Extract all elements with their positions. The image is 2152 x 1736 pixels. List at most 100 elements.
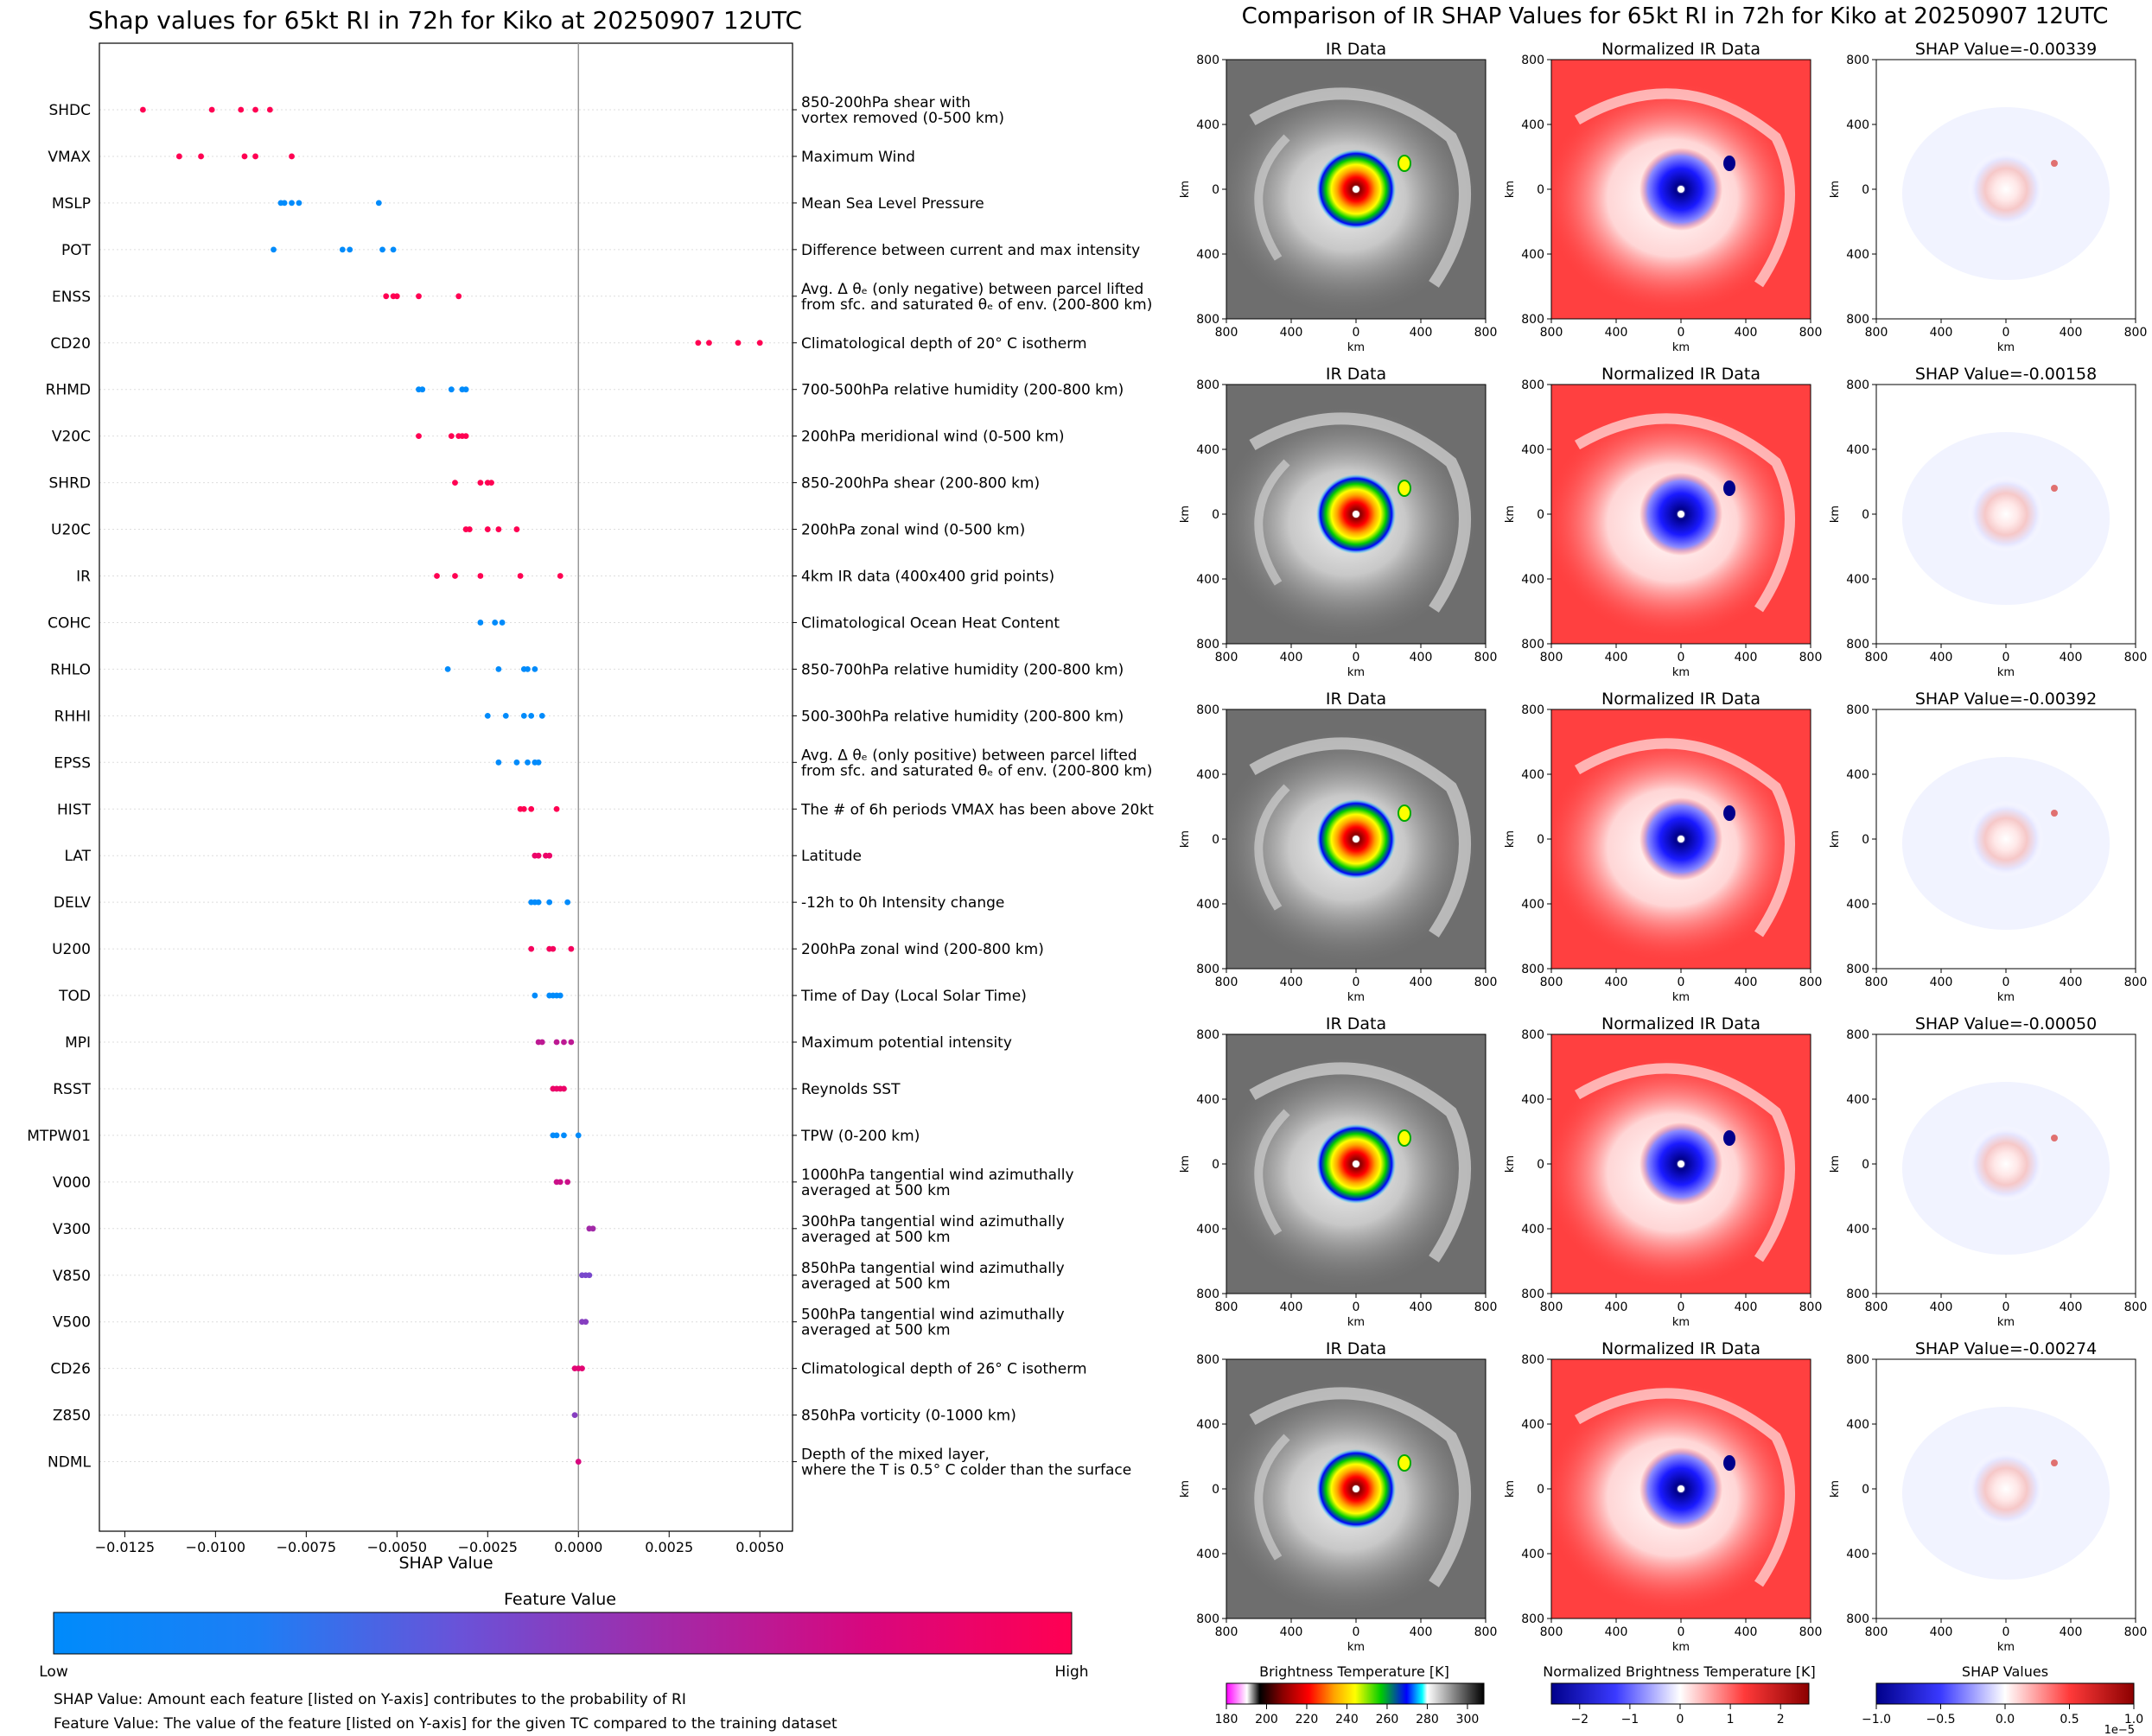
feature-label: EPSS xyxy=(54,754,91,772)
x-tick-label: 0 xyxy=(1678,976,1685,989)
feature-label: DELV xyxy=(54,894,91,912)
shap-point xyxy=(756,340,763,347)
y-tick-label: 400 xyxy=(1521,1223,1544,1237)
x-tick-label: 0.0025 xyxy=(645,1539,693,1555)
shap-points xyxy=(139,106,763,1465)
note-shap-value: SHAP Value: Amount each feature [listed … xyxy=(54,1691,686,1708)
feature-label: POT xyxy=(61,242,92,259)
feature-label: V000 xyxy=(53,1174,91,1192)
shap-colorbar-title: SHAP Values xyxy=(1962,1663,2048,1680)
y-tick-label: 400 xyxy=(1196,118,1219,132)
feature-description: 300hPa tangential wind azimuthally xyxy=(801,1213,1065,1230)
y-tick-label: 800 xyxy=(1521,378,1544,392)
y-tick-label: 800 xyxy=(1521,1612,1544,1626)
shap-point xyxy=(502,712,509,719)
shap-point xyxy=(393,293,400,300)
shap-point xyxy=(535,852,542,859)
ir-colorbar-ticks: 180 200 220 240 260 280 300 xyxy=(1215,1704,1479,1726)
feature-description: averaged at 500 km xyxy=(801,1322,951,1339)
y-tick-label: 800 xyxy=(1521,638,1544,652)
x-tick-label: −0.0050 xyxy=(367,1539,427,1555)
x-tick-label: 400 xyxy=(1410,326,1433,340)
x-tick-label: 800 xyxy=(2124,1625,2148,1639)
feature-label: VMAX xyxy=(48,149,91,166)
x-tick-label: 800 xyxy=(1474,326,1498,340)
shap-point xyxy=(488,480,494,486)
shap-point xyxy=(528,945,535,952)
y-tick-label: 400 xyxy=(1196,573,1219,587)
y-tick-label: 0 xyxy=(1537,1158,1544,1172)
y-tick-label: 400 xyxy=(1846,573,1869,587)
x-axis-label: km xyxy=(1997,341,2015,354)
y-tick-label: 400 xyxy=(1196,1548,1219,1561)
x-tick-label: 400 xyxy=(1930,326,1953,340)
y-tick-label: 0 xyxy=(1862,183,1869,197)
colorbar-tick-label: 1.0 xyxy=(2124,1713,2143,1726)
y-tick-label: 800 xyxy=(1196,1353,1219,1367)
x-axis-label: km xyxy=(1347,1316,1365,1329)
feature-description: 850hPa vorticity (0-1000 km) xyxy=(801,1408,1016,1425)
shap-point xyxy=(252,153,258,160)
shap-point xyxy=(241,153,248,160)
colorbar-tick-label: −0.5 xyxy=(1926,1713,1956,1726)
colorbar-tick-label: −1.0 xyxy=(1862,1713,1891,1726)
x-axis-label: km xyxy=(1672,666,1690,679)
x-tick-label: 800 xyxy=(2124,1300,2148,1314)
x-tick-label: 800 xyxy=(1799,976,1823,989)
y-tick-label: 800 xyxy=(1196,54,1219,67)
shap-point xyxy=(296,200,302,207)
shap-point xyxy=(550,945,557,952)
y-tick-label: 400 xyxy=(1846,443,1869,457)
shap-point xyxy=(535,759,542,766)
shap-point xyxy=(208,106,215,113)
shap-point xyxy=(448,433,455,440)
shap-point xyxy=(495,666,502,672)
shap-point xyxy=(495,759,502,766)
feature-description: Avg. Δ θₑ (only positive) between parcel… xyxy=(801,747,1137,764)
y-tick-label: 800 xyxy=(1521,54,1544,67)
shap-point xyxy=(586,1272,593,1279)
shap-point xyxy=(553,1039,560,1046)
feature-description: vortex removed (0-500 km) xyxy=(801,110,1004,127)
x-tick-label: 400 xyxy=(1930,1625,1953,1639)
x-tick-label: 0 xyxy=(1353,651,1360,665)
x-axis-label: km xyxy=(1672,991,1690,1004)
y-tick-label: 800 xyxy=(1196,1028,1219,1042)
x-tick-label: 800 xyxy=(1865,326,1888,340)
y-axis-label: km xyxy=(1504,830,1517,848)
feature-label: RHHI xyxy=(54,708,91,725)
x-tick-label: 400 xyxy=(1410,1300,1433,1314)
shap-point xyxy=(495,526,502,532)
shap-point xyxy=(520,805,527,812)
shap-point xyxy=(455,293,462,300)
x-tick-label: 400 xyxy=(1735,651,1758,665)
feature-description: 500-300hPa relative humidity (200-800 km… xyxy=(801,708,1124,725)
image-title: IR Data xyxy=(1326,365,1386,384)
x-tick-label: 800 xyxy=(1865,1300,1888,1314)
shap-point xyxy=(568,1039,575,1046)
y-tick-label: 0 xyxy=(1212,508,1219,522)
feature-label: MPI xyxy=(65,1034,91,1052)
image-title: SHAP Value=-0.00339 xyxy=(1915,40,2097,59)
shap-point xyxy=(535,899,542,906)
x-tick-label: 800 xyxy=(1865,1625,1888,1639)
y-tick-label: 400 xyxy=(1196,1093,1219,1107)
y-tick-label: 400 xyxy=(1846,768,1869,782)
feature-description: 850-200hPa shear (200-800 km) xyxy=(801,475,1040,493)
colorbar-tick-label: 200 xyxy=(1255,1713,1278,1726)
shap-point xyxy=(266,106,273,113)
x-tick-label: 0 xyxy=(1353,976,1360,989)
x-axis-ticks: −0.0125 −0.0100 −0.0075 −0.0050 −0.0025 0.000… xyxy=(95,1531,784,1555)
feature-description: from sfc. and saturated θₑ of env. (200-… xyxy=(801,296,1152,314)
shap-point xyxy=(416,433,422,440)
shap-point xyxy=(462,433,469,440)
y-tick-label: 800 xyxy=(1521,313,1544,327)
x-axis-label: km xyxy=(1347,991,1365,1004)
x-tick-label: 400 xyxy=(1280,976,1303,989)
shap-point xyxy=(561,1132,567,1139)
